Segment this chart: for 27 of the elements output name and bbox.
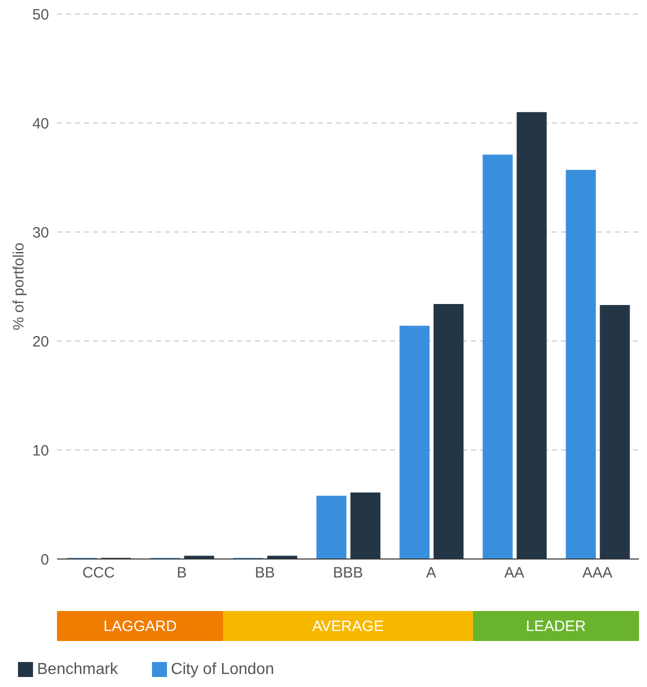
y-tick-label: 30 — [32, 224, 49, 242]
x-tick-label: AA — [504, 564, 524, 582]
x-tick-label: A — [426, 564, 436, 582]
legend-label: City of London — [170, 661, 274, 678]
y-tick-label: 40 — [32, 115, 49, 132]
x-tick-label: AAA — [582, 564, 612, 582]
y-tick-label: 0 — [40, 551, 49, 568]
legend-label: Benchmark — [37, 661, 118, 678]
bar — [267, 556, 298, 559]
y-tick-label: 10 — [32, 442, 49, 460]
x-tick-label: BBB — [332, 564, 364, 582]
bar — [566, 170, 596, 559]
bar — [516, 112, 547, 559]
x-tick-label: BB — [254, 564, 275, 582]
bar — [316, 496, 346, 559]
rating-scale-strip: LAGGARD AVERAGE LEADER — [57, 611, 639, 641]
bar — [482, 154, 513, 559]
bar — [600, 305, 630, 559]
x-tick-label: CCC — [82, 564, 115, 582]
bar — [400, 326, 430, 559]
x-tick-label: B — [176, 564, 187, 582]
bar — [350, 492, 380, 559]
y-axis-title: % of portfolio — [10, 242, 28, 330]
y-tick-label: 50 — [32, 6, 49, 24]
y-tick-label: 20 — [32, 333, 49, 350]
bar — [184, 556, 214, 559]
bar — [434, 304, 464, 559]
